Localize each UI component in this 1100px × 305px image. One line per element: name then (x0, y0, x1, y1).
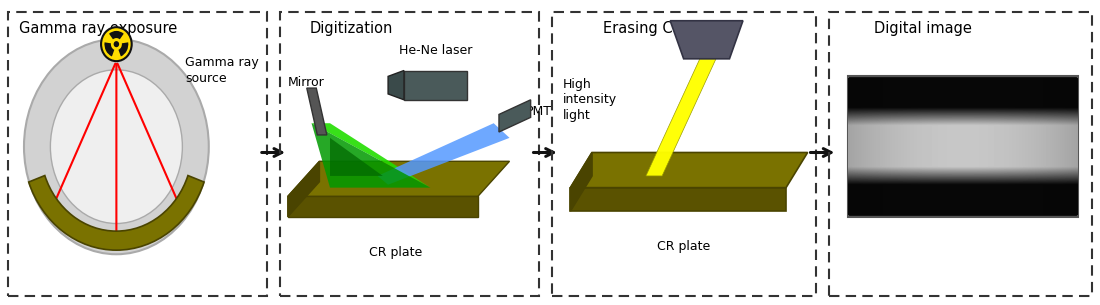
Polygon shape (330, 138, 383, 176)
Text: Digitization: Digitization (309, 21, 393, 36)
Polygon shape (388, 70, 404, 100)
Text: CR plate: CR plate (657, 240, 711, 253)
Text: PMT: PMT (526, 105, 551, 118)
Wedge shape (119, 42, 129, 56)
Text: Gamma ray
source: Gamma ray source (185, 56, 258, 85)
Polygon shape (670, 21, 742, 59)
Text: Gamma ray exposure: Gamma ray exposure (19, 21, 177, 36)
Wedge shape (109, 31, 123, 39)
Text: He-Ne laser: He-Ne laser (398, 44, 472, 56)
Text: CR plate: CR plate (370, 246, 422, 259)
Polygon shape (307, 88, 327, 135)
Circle shape (113, 41, 119, 47)
Polygon shape (571, 188, 786, 211)
Polygon shape (288, 161, 319, 217)
Polygon shape (499, 100, 530, 132)
Circle shape (101, 27, 132, 61)
Polygon shape (377, 123, 509, 185)
Polygon shape (646, 59, 716, 176)
Polygon shape (404, 70, 468, 100)
Text: High
intensity
light: High intensity light (562, 78, 616, 122)
Polygon shape (571, 152, 807, 188)
Text: Digital image: Digital image (874, 21, 972, 36)
Ellipse shape (51, 70, 183, 224)
Wedge shape (29, 176, 205, 250)
Polygon shape (571, 152, 592, 211)
Wedge shape (104, 42, 114, 56)
Polygon shape (288, 196, 477, 217)
Polygon shape (311, 123, 430, 188)
Text: Mirror: Mirror (288, 76, 324, 89)
Text: Erasing CR plate: Erasing CR plate (603, 21, 724, 36)
Ellipse shape (24, 39, 209, 254)
FancyBboxPatch shape (848, 76, 1078, 217)
Polygon shape (311, 123, 430, 188)
Polygon shape (288, 161, 509, 196)
